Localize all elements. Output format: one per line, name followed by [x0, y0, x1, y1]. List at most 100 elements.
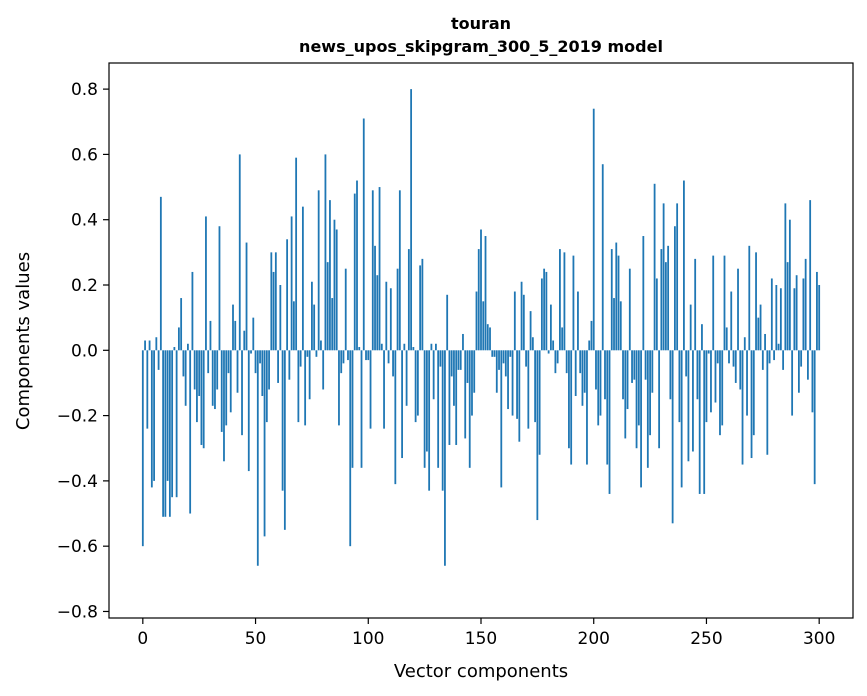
bar	[676, 203, 679, 351]
bar	[344, 268, 347, 351]
bar	[511, 350, 514, 416]
y-tick-label: 0.2	[71, 276, 98, 296]
y-tick-label: −0.4	[57, 472, 98, 492]
bar	[385, 281, 388, 351]
y-tick-label: −0.6	[57, 537, 98, 557]
bar	[606, 350, 609, 465]
bar	[637, 350, 640, 426]
bar	[216, 350, 219, 390]
bar	[387, 350, 390, 364]
bar	[268, 350, 270, 390]
bar	[610, 249, 613, 351]
bar	[177, 327, 180, 351]
bar	[162, 350, 165, 517]
bar	[628, 268, 631, 351]
bar	[586, 350, 588, 465]
bar	[229, 350, 232, 413]
bar	[338, 350, 340, 426]
bar	[159, 196, 162, 351]
bar	[311, 281, 313, 351]
bar	[624, 350, 627, 439]
bar	[502, 350, 505, 364]
bar	[182, 350, 185, 377]
bar	[191, 271, 194, 351]
bar	[816, 271, 818, 351]
bar	[232, 304, 234, 351]
bar	[536, 350, 539, 521]
bar	[662, 203, 665, 351]
bar	[288, 350, 291, 380]
bar	[788, 219, 791, 351]
bar	[324, 154, 327, 351]
bar	[818, 285, 821, 351]
bar	[549, 304, 552, 351]
bar	[509, 350, 512, 357]
bar	[369, 350, 372, 429]
bar	[741, 350, 744, 465]
bar	[619, 301, 622, 351]
bar	[651, 350, 654, 393]
bar	[522, 294, 525, 351]
bar	[439, 350, 442, 367]
bar	[631, 350, 633, 383]
bar	[468, 350, 471, 468]
bar	[554, 350, 557, 374]
bar	[757, 317, 760, 351]
bar	[383, 350, 385, 429]
bar	[491, 350, 494, 357]
bar	[396, 268, 399, 351]
bar	[748, 245, 751, 351]
bar	[392, 350, 394, 377]
bar	[198, 350, 201, 396]
bar	[236, 350, 239, 393]
bar	[701, 324, 703, 351]
bar	[283, 350, 286, 530]
bar	[689, 304, 692, 351]
bar	[371, 190, 374, 351]
bar	[595, 350, 597, 390]
bar	[245, 242, 248, 351]
bar	[322, 350, 325, 390]
bar	[687, 350, 690, 462]
bar	[272, 271, 275, 351]
bar	[800, 350, 803, 367]
bar	[378, 187, 381, 351]
bar	[613, 298, 615, 351]
bar	[270, 252, 273, 351]
y-axis-label: Components values	[13, 252, 34, 430]
bar	[534, 350, 537, 423]
bar	[721, 350, 724, 426]
bar	[166, 350, 169, 481]
bar	[552, 340, 555, 351]
bar	[455, 350, 458, 445]
bar	[626, 350, 629, 410]
bar	[209, 320, 212, 351]
bar	[561, 327, 564, 351]
bar	[484, 236, 487, 351]
bar	[712, 255, 715, 351]
bar	[259, 350, 261, 364]
bar	[457, 350, 460, 370]
bar	[730, 291, 733, 351]
bar	[189, 350, 192, 514]
bar	[459, 350, 462, 370]
bar	[518, 350, 521, 442]
bar	[308, 350, 311, 400]
bar	[768, 350, 771, 364]
bar	[671, 350, 674, 524]
bar	[473, 350, 476, 393]
bar	[545, 271, 548, 351]
x-tick-label: 150	[465, 629, 497, 649]
bar	[601, 164, 604, 351]
bar	[448, 350, 451, 445]
plot-frame	[108, 62, 854, 619]
bar	[315, 350, 318, 357]
bar	[646, 350, 649, 468]
bar	[347, 350, 349, 361]
bar	[187, 343, 189, 351]
bar	[482, 301, 485, 351]
bar	[615, 242, 618, 351]
bar	[202, 350, 205, 449]
bar	[556, 350, 559, 364]
bar	[764, 333, 766, 351]
